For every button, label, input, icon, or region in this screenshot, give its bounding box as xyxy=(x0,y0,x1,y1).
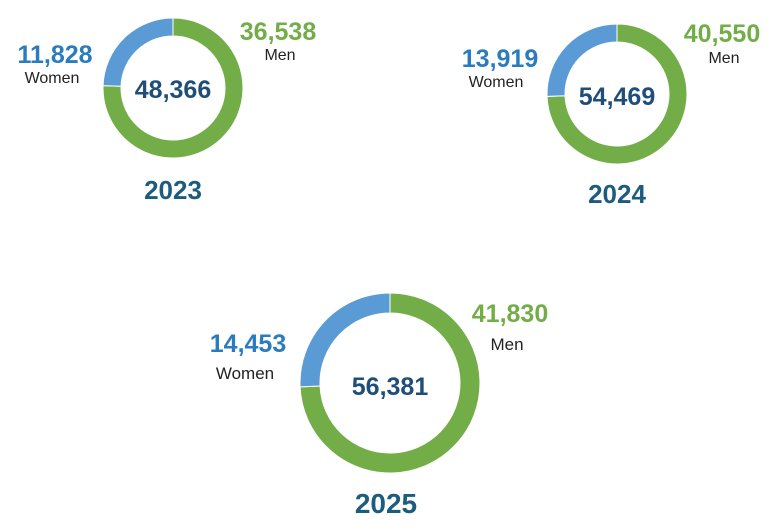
donut-2025: 56,381 2025 14,453 Women 41,830 Men xyxy=(210,292,548,519)
slice-men-2024 xyxy=(546,23,688,165)
total-value-2023: 48,366 xyxy=(135,76,211,104)
slice-women-2024 xyxy=(546,23,618,97)
slice-women-2025 xyxy=(299,292,391,388)
women-value-2024: 13,919 xyxy=(462,45,538,73)
women-value-2025: 14,453 xyxy=(210,330,286,358)
women-label-2023: Women xyxy=(25,70,80,87)
men-value-2024: 40,550 xyxy=(684,20,760,48)
total-value-2024: 54,469 xyxy=(579,83,655,111)
year-title-2023: 2023 xyxy=(144,175,202,205)
men-value-2023: 36,538 xyxy=(240,18,317,46)
year-title-2025: 2025 xyxy=(355,488,417,519)
year-title-2024: 2024 xyxy=(588,179,646,209)
men-label-2023: Men xyxy=(264,47,295,64)
women-label-2025: Women xyxy=(216,364,274,383)
men-value-2025: 41,830 xyxy=(472,300,548,328)
slice-men-2025 xyxy=(299,292,481,474)
women-value-2023: 11,828 xyxy=(17,41,92,69)
women-label-2024: Women xyxy=(469,74,524,91)
slice-women-2023 xyxy=(102,17,174,87)
men-label-2025: Men xyxy=(490,335,523,354)
slice-men-2023 xyxy=(102,17,244,159)
total-value-2025: 56,381 xyxy=(352,373,429,401)
men-label-2024: Men xyxy=(708,50,739,67)
